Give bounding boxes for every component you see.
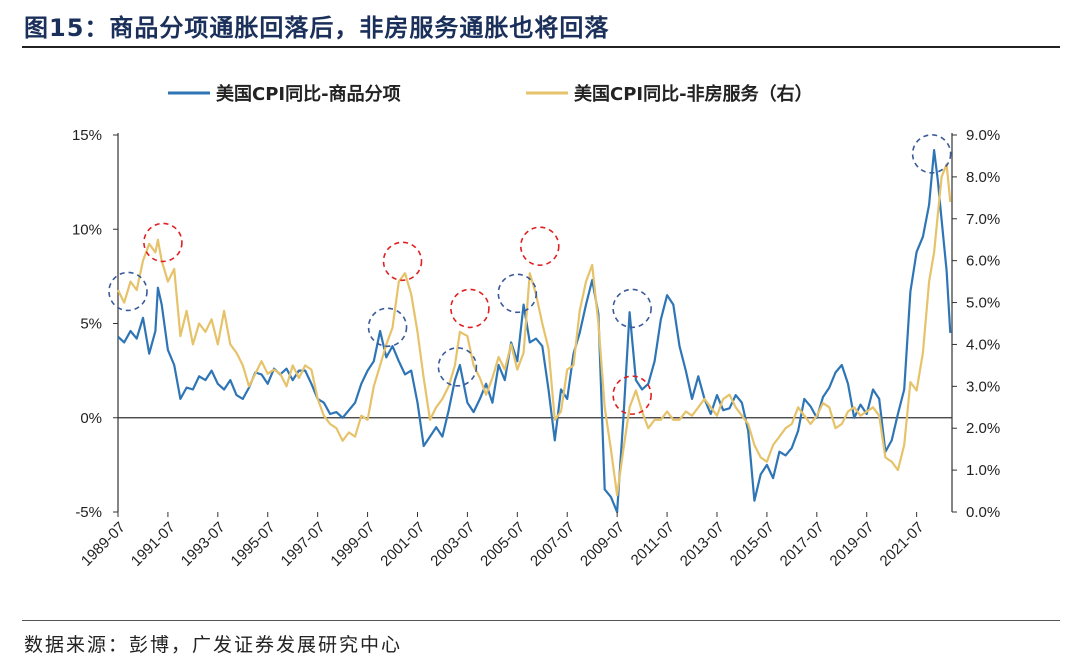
x-tick-label: 2007-07 xyxy=(527,519,578,570)
y-left-tick-label: 10% xyxy=(72,221,102,238)
x-tick-label: 1997-07 xyxy=(278,519,329,570)
x-tick-label: 2009-07 xyxy=(577,519,628,570)
y-right-tick-label: 2.0% xyxy=(966,420,1000,437)
y-left-tick-label: 5% xyxy=(80,316,102,333)
y-right-tick-label: 4.0% xyxy=(966,336,1000,353)
legend: 美国CPI同比-商品分项 美国CPI同比-非房服务（右） xyxy=(168,83,813,105)
highlight-circle-blue xyxy=(612,288,652,329)
x-tick-label: 2017-07 xyxy=(777,519,828,570)
highlight-circle-red xyxy=(143,222,183,263)
source-note: 数据来源：彭博，广发证券发展研究中心 xyxy=(24,634,403,656)
x-tick-label: 2011-07 xyxy=(628,519,678,569)
chart: 美国CPI同比-商品分项 美国CPI同比-非房服务（右） 15% 10% 5% 0% -… xyxy=(72,83,1000,570)
legend-label-goods: 美国CPI同比-商品分项 xyxy=(216,83,401,105)
figure-title: 图15：商品分项通胀回落后，非房服务通胀也将回落 xyxy=(24,14,610,42)
x-tick-label: 1999-07 xyxy=(327,519,378,570)
y-right-tick-label: 6.0% xyxy=(966,253,1000,270)
y-left-tick-label: -5% xyxy=(75,504,102,521)
highlight-circle-blue xyxy=(108,271,148,312)
y-right-tick-label: 7.0% xyxy=(966,211,1000,228)
series-line-goods xyxy=(117,149,952,514)
source-rule xyxy=(22,620,1060,621)
y-left-tick-label: 15% xyxy=(72,127,102,144)
x-tick-label: 2001-07 xyxy=(377,519,428,570)
x-tick-label: 1995-07 xyxy=(228,519,279,570)
highlight-circle-blue xyxy=(367,307,408,348)
y-left-tick-label: 0% xyxy=(80,410,102,427)
x-tick-label: 1993-07 xyxy=(178,519,229,570)
x-tick-label: 1991-07 xyxy=(128,519,179,570)
highlight-circle-red xyxy=(450,288,490,329)
legend-label-services: 美国CPI同比-非房服务（右） xyxy=(574,83,813,105)
series-line-services xyxy=(117,163,952,497)
x-tick-label: 2005-07 xyxy=(477,519,528,570)
x-axis-ticks: 1989-071991-071993-071995-071997-071999-… xyxy=(78,512,928,570)
x-tick-label: 2015-07 xyxy=(727,519,778,570)
highlight-circle-blue xyxy=(911,134,952,174)
y-right-tick-label: 3.0% xyxy=(966,378,1000,395)
x-tick-label: 2003-07 xyxy=(427,519,478,570)
plot-lines xyxy=(117,149,952,514)
x-tick-label: 2019-07 xyxy=(827,519,878,570)
highlight-circle-red xyxy=(519,226,560,267)
highlight-circle-red xyxy=(612,375,652,415)
y-right-tick-label: 9.0% xyxy=(966,127,1000,144)
highlight-circle-red xyxy=(382,241,423,282)
highlight-circle-blue xyxy=(497,273,538,314)
x-tick-label: 2013-07 xyxy=(677,519,728,570)
x-tick-label: 2021-07 xyxy=(877,519,928,570)
axes: 15% 10% 5% 0% -5% 9.0% 8.0% 7.0% 6.0% 5.0% 4.0% 3.0… xyxy=(72,127,1000,521)
highlight-circle-blue xyxy=(437,347,478,387)
title-rule xyxy=(22,46,1060,48)
x-tick-label: 1989-07 xyxy=(78,519,129,570)
highlight-circles xyxy=(108,134,952,415)
y-right-tick-label: 0.0% xyxy=(966,504,1000,521)
y-right-tick-label: 5.0% xyxy=(966,295,1000,312)
y-right-tick-label: 8.0% xyxy=(966,169,1000,186)
y-right-tick-label: 1.0% xyxy=(966,462,1000,479)
